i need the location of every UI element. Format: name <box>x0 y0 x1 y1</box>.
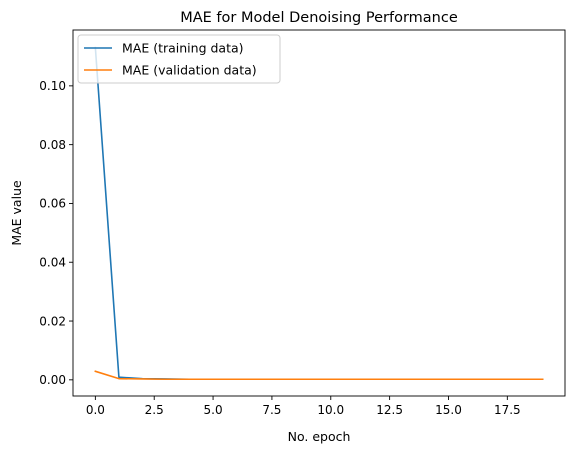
series-lines <box>94 46 544 381</box>
x-axis-label: No. epoch <box>288 429 351 444</box>
y-tick-label: 0.02 <box>39 314 66 328</box>
plot-area <box>73 30 565 396</box>
legend-label-training: MAE (training data) <box>122 41 244 56</box>
plot-frame <box>72 29 566 397</box>
legend-label-validation: MAE (validation data) <box>122 63 257 78</box>
y-tick-label: 0.06 <box>39 197 66 211</box>
y-axis-label: MAE value <box>9 180 24 246</box>
legend: MAE (training data) MAE (validation data… <box>77 34 281 84</box>
x-tick-label: 5.0 <box>204 403 223 417</box>
x-tick-label: 12.5 <box>376 403 403 417</box>
legend-box <box>77 34 281 84</box>
y-axis-ticks: 0.00 0.02 0.04 0.06 0.08 0.10 <box>39 79 73 387</box>
x-tick-label: 2.5 <box>145 403 164 417</box>
x-tick-label: 10.0 <box>317 403 344 417</box>
x-tick-label: 7.5 <box>262 403 281 417</box>
y-tick-label: 0.00 <box>39 373 66 387</box>
series-line-validation <box>94 370 544 381</box>
x-tick-label: 17.5 <box>494 403 521 417</box>
x-tick-label: 15.0 <box>435 403 462 417</box>
y-tick-label: 0.10 <box>39 79 66 93</box>
y-tick-label: 0.04 <box>39 256 66 270</box>
y-tick-label: 0.08 <box>39 138 66 152</box>
chart-title: MAE for Model Denoising Performance <box>180 10 458 26</box>
x-tick-label: 0.0 <box>86 403 105 417</box>
x-axis-ticks: 0.0 2.5 5.0 7.5 10.0 12.5 15.0 17.5 <box>86 396 521 417</box>
